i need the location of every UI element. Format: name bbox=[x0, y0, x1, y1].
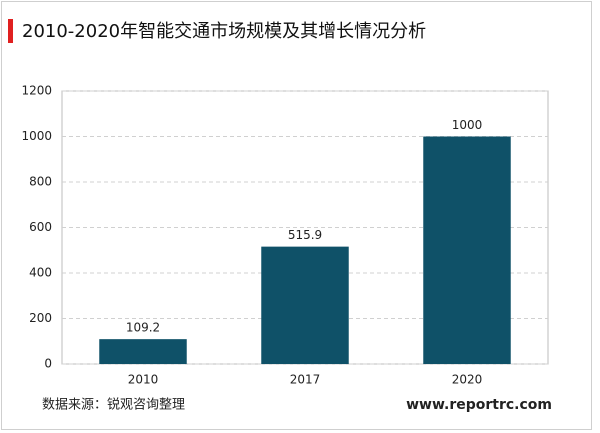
bar bbox=[99, 339, 187, 364]
y-tick-label: 1200 bbox=[21, 84, 52, 98]
chart-title: 2010-2020年智能交通市场规模及其增长情况分析 bbox=[22, 21, 426, 42]
data-label: 109.2 bbox=[126, 321, 160, 335]
source-note: 数据来源：锐观咨询整理 bbox=[42, 398, 185, 413]
title-accent bbox=[8, 19, 13, 43]
y-tick-label: 600 bbox=[29, 220, 52, 234]
y-tick-label: 400 bbox=[29, 266, 52, 280]
website: www.reportrc.com bbox=[406, 397, 552, 413]
x-tick-label: 2010 bbox=[128, 373, 159, 387]
y-tick-label: 1000 bbox=[21, 129, 52, 143]
y-tick-label: 200 bbox=[29, 311, 52, 325]
bar bbox=[261, 246, 349, 364]
x-tick-label: 2017 bbox=[290, 373, 321, 387]
y-tick-label: 800 bbox=[29, 175, 52, 189]
y-tick-label: 0 bbox=[44, 357, 52, 371]
bar bbox=[423, 136, 511, 364]
x-tick-label: 2020 bbox=[452, 373, 483, 387]
frame bbox=[1, 1, 592, 430]
data-label: 515.9 bbox=[288, 228, 322, 242]
data-label: 1000 bbox=[452, 118, 483, 132]
